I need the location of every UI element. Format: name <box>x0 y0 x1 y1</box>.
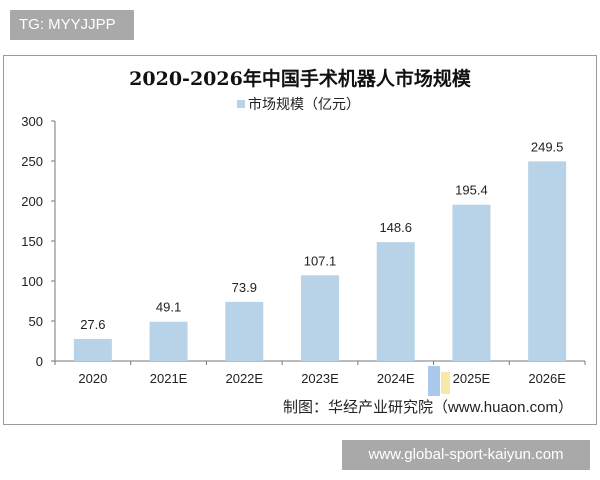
x-tick-label: 2021E <box>150 371 188 386</box>
data-label: 49.1 <box>156 300 181 315</box>
bar-2021E <box>149 321 188 361</box>
x-tick-label: 2024E <box>377 371 415 386</box>
watermark-logo-blue-block <box>428 366 440 396</box>
y-tick-label: 150 <box>21 234 43 249</box>
y-tick-label: 100 <box>21 274 43 289</box>
chart-title: 2020-2026年中国手术机器人市场规模 <box>129 67 472 90</box>
bar-2020 <box>73 338 112 361</box>
y-tick-label: 50 <box>29 314 43 329</box>
y-tick-label: 0 <box>36 354 43 369</box>
watermark-logo <box>428 366 450 396</box>
x-tick-label: 2020 <box>78 371 107 386</box>
data-label: 148.6 <box>379 220 412 235</box>
data-label: 27.6 <box>80 317 105 332</box>
data-label: 249.5 <box>531 139 564 154</box>
bar-2024E <box>376 242 415 361</box>
chart-frame <box>3 55 597 425</box>
bar-2023E <box>301 275 339 361</box>
source-note: 制图：华经产业研究院（www.huaon.com） <box>283 398 573 416</box>
watermark-logo-yellow-block <box>441 372 450 394</box>
bar-2026E <box>528 161 567 361</box>
data-label: 73.9 <box>232 280 257 295</box>
bar-2022E <box>225 301 264 361</box>
legend-label: 市场规模（亿元） <box>248 96 360 112</box>
legend-swatch <box>237 100 245 108</box>
x-tick-label: 2022E <box>225 371 263 386</box>
footer-site-label: www.global-sport-kaiyun.com <box>342 440 590 470</box>
x-tick-label: 2023E <box>301 371 339 386</box>
y-tick-label: 300 <box>21 114 43 129</box>
x-tick-label: 2025E <box>453 371 491 386</box>
tg-badge: TG: MYYJJPP <box>10 10 134 40</box>
y-tick-label: 200 <box>21 194 43 209</box>
y-tick-label: 250 <box>21 154 43 169</box>
data-label: 107.1 <box>304 253 337 268</box>
bar-2025E <box>452 204 491 361</box>
x-tick-label: 2026E <box>528 371 566 386</box>
data-label: 195.4 <box>455 183 488 198</box>
